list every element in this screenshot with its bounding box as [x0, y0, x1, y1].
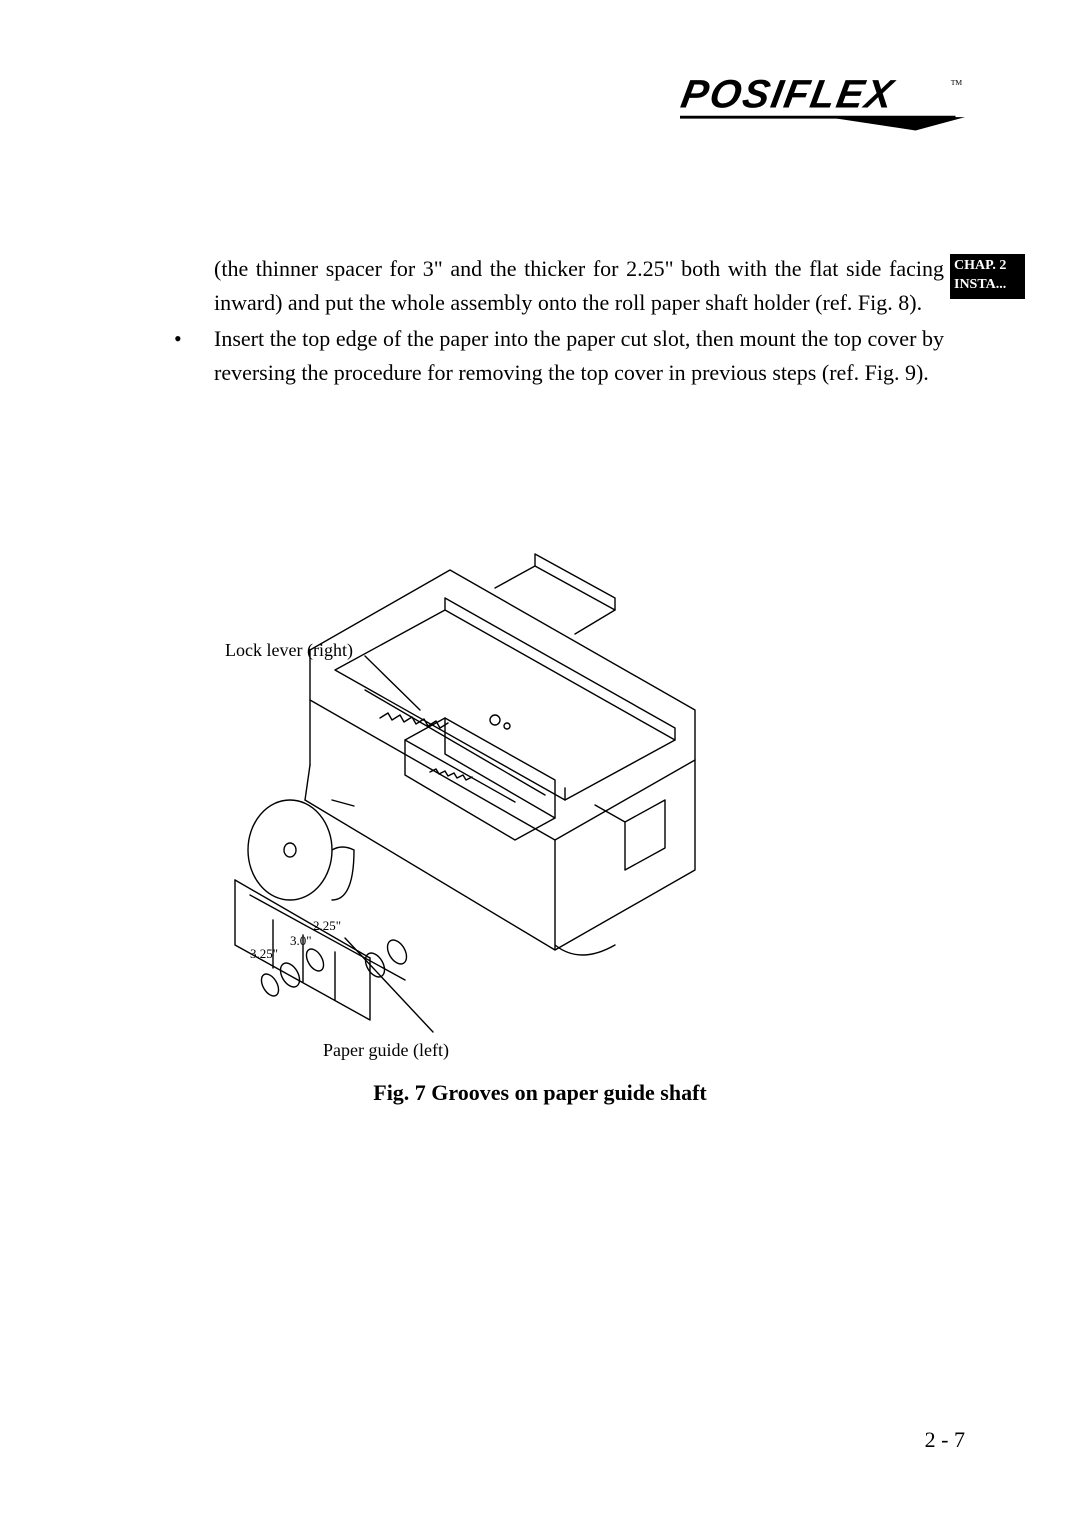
figure-7: Lock lever (right) Paper guide (left): [195, 540, 755, 1110]
paragraph-continuation: (the thinner spacer for 3" and the thick…: [214, 252, 944, 320]
logo-text: POSIFLEX: [680, 72, 898, 117]
chapter-tab: CHAP. 2 INSTA...: [950, 254, 1025, 299]
figure-illustration: 2.25" 3.0" 3.25": [195, 540, 755, 1060]
bullet-mark: •: [174, 322, 214, 356]
callout-paper-guide: Paper guide (left): [323, 1040, 449, 1061]
page-root: POSIFLEX TM CHAP. 2 INSTA... (the thinne…: [0, 0, 1080, 1529]
logo-tm: TM: [951, 78, 963, 87]
brand-logo: POSIFLEX TM: [680, 70, 965, 132]
callout-lock-lever: Lock lever (right): [225, 640, 353, 661]
dim-label-1: 2.25": [313, 918, 341, 933]
paragraph-bullet: Insert the top edge of the paper into th…: [214, 322, 944, 390]
dim-label-3: 3.25": [250, 946, 278, 961]
page-number: 2 - 7: [925, 1427, 965, 1453]
figure-caption: Fig. 7 Grooves on paper guide shaft: [0, 1080, 1080, 1106]
chapter-tab-line1: CHAP. 2: [954, 257, 1021, 276]
body-text: (the thinner spacer for 3" and the thick…: [214, 252, 944, 390]
chapter-tab-line2: INSTA...: [954, 276, 1021, 295]
bullet-item: • Insert the top edge of the paper into …: [214, 322, 944, 390]
dim-label-2: 3.0": [290, 933, 312, 948]
